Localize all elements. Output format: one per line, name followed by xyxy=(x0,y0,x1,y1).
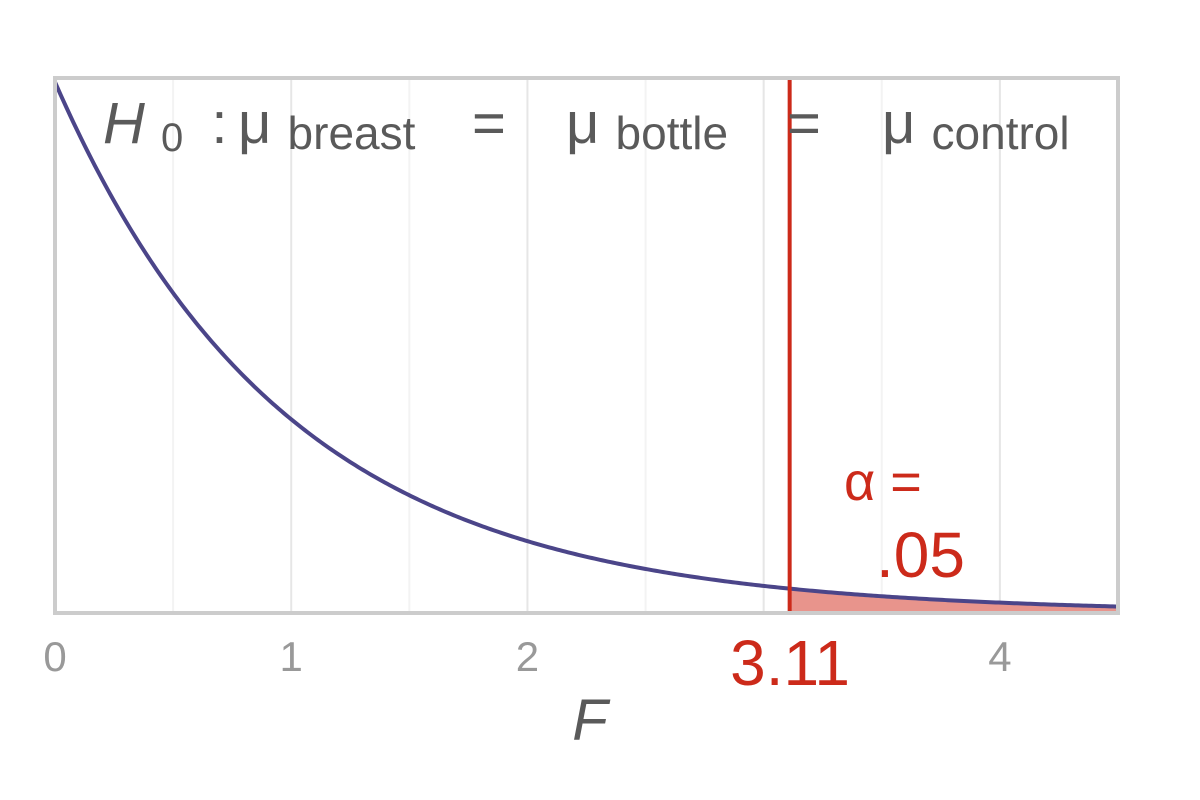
h-subscript: 0 xyxy=(161,116,183,160)
h-colon: : xyxy=(211,91,227,156)
equals-2: = xyxy=(787,91,821,156)
x-axis-title: F xyxy=(572,688,611,753)
mu-symbol-3: μ xyxy=(882,91,915,156)
mu-breast: μ breast xyxy=(238,91,416,159)
mu-bottle: μ bottle xyxy=(566,91,728,159)
mu-symbol-2: μ xyxy=(566,91,599,156)
mu-control: μ control xyxy=(882,91,1070,159)
group-control: control xyxy=(932,107,1070,159)
density-curve xyxy=(53,81,1119,609)
h-symbol: H xyxy=(103,91,145,156)
critical-value-label: 3.11 xyxy=(730,627,850,699)
alpha-value: .05 xyxy=(876,519,965,591)
alpha-label: α = xyxy=(844,452,922,512)
x-tick-label: 1 xyxy=(280,633,303,680)
x-tick-label: 2 xyxy=(516,633,539,680)
x-axis-ticks: 0 1 2 4 xyxy=(43,633,1011,680)
group-breast: breast xyxy=(288,107,416,159)
x-tick-label: 4 xyxy=(988,633,1011,680)
plot-frame xyxy=(53,76,1120,615)
mu-symbol-1: μ xyxy=(238,91,271,156)
grid-lines xyxy=(172,78,1001,613)
equals-1: = xyxy=(472,91,506,156)
hypothesis-text: H 0 : xyxy=(103,91,228,164)
group-bottle: bottle xyxy=(616,107,729,159)
x-tick-label: 0 xyxy=(43,633,66,680)
